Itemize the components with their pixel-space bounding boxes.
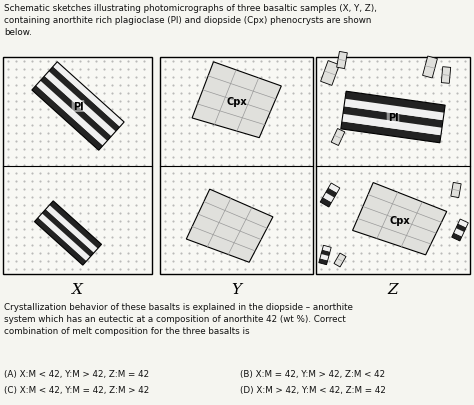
Polygon shape [454, 228, 464, 237]
Text: (A) X:M < 42, Y:M > 42, Z:M = 42: (A) X:M < 42, Y:M > 42, Z:M = 42 [4, 369, 149, 378]
Polygon shape [343, 107, 443, 128]
Polygon shape [35, 218, 87, 266]
Polygon shape [49, 201, 101, 249]
Text: Cpx: Cpx [227, 97, 247, 107]
Polygon shape [331, 129, 345, 146]
Text: Crystallization behavior of these basalts is explained in the diopside – anorthi: Crystallization behavior of these basalt… [4, 302, 353, 335]
Polygon shape [323, 193, 334, 203]
Polygon shape [42, 210, 94, 257]
Polygon shape [320, 254, 329, 261]
Polygon shape [36, 81, 107, 146]
Polygon shape [328, 183, 340, 193]
Text: Schematic sketches illustrating photomicrographs of three basaltic samples (X, Y: Schematic sketches illustrating photomic… [4, 4, 377, 36]
Text: Pl: Pl [388, 113, 398, 123]
Polygon shape [192, 63, 281, 139]
Polygon shape [423, 57, 438, 79]
Polygon shape [186, 190, 273, 262]
Polygon shape [334, 254, 346, 267]
Polygon shape [32, 86, 103, 151]
Text: Cpx: Cpx [390, 215, 410, 226]
Polygon shape [451, 183, 461, 198]
Text: (C) X:M < 42, Y:M = 42, Z:M > 42: (C) X:M < 42, Y:M = 42, Z:M > 42 [4, 385, 149, 394]
Text: (B) X:M = 42, Y:M > 42, Z:M < 42: (B) X:M = 42, Y:M > 42, Z:M < 42 [240, 369, 385, 378]
Text: X: X [72, 282, 83, 296]
Polygon shape [53, 63, 124, 128]
Bar [316, 58, 470, 274]
Polygon shape [452, 233, 462, 241]
Polygon shape [321, 250, 330, 256]
Polygon shape [40, 77, 111, 141]
Bar [3, 58, 152, 274]
Polygon shape [326, 188, 337, 198]
Polygon shape [45, 72, 116, 137]
Polygon shape [337, 52, 347, 69]
Polygon shape [456, 224, 466, 232]
Text: Pl: Pl [73, 102, 83, 112]
Polygon shape [322, 246, 331, 252]
Polygon shape [342, 115, 442, 136]
Text: Z: Z [388, 282, 398, 296]
Text: (D) X:M > 42, Y:M < 42, Z:M = 42: (D) X:M > 42, Y:M < 42, Z:M = 42 [240, 385, 386, 394]
Polygon shape [320, 62, 339, 86]
Polygon shape [320, 198, 332, 207]
Polygon shape [353, 183, 447, 255]
Polygon shape [341, 122, 441, 143]
Polygon shape [49, 67, 120, 132]
Polygon shape [344, 100, 444, 121]
Bar [160, 58, 313, 274]
Polygon shape [345, 92, 445, 113]
Text: Y: Y [231, 282, 242, 296]
Polygon shape [458, 220, 468, 228]
Polygon shape [319, 259, 328, 265]
Polygon shape [441, 68, 451, 84]
Polygon shape [46, 205, 98, 253]
Polygon shape [38, 214, 90, 261]
